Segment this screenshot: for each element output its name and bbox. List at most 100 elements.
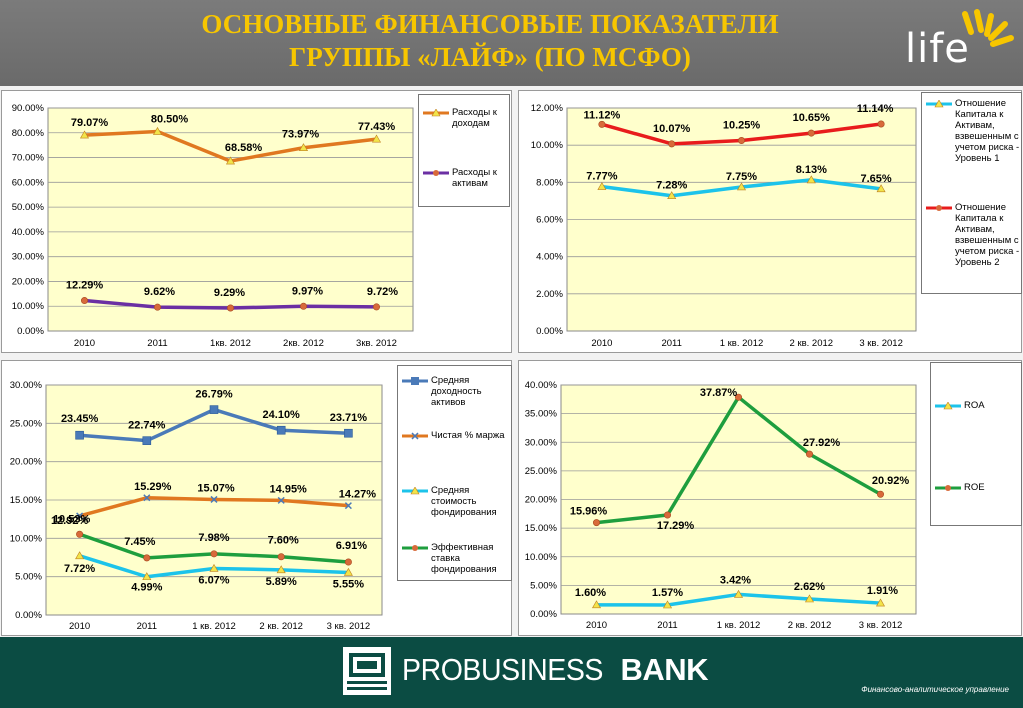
data-label: 14.27% bbox=[339, 489, 377, 501]
data-label: 79.07% bbox=[71, 117, 109, 129]
data-label: 73.97% bbox=[282, 129, 320, 141]
legend-line-cyan-icon bbox=[402, 487, 428, 495]
chart-panel-expenses: 0.00% 10.00% 20.00% 30.00% 40.00% 50.00% 60.00… bbox=[1, 90, 512, 353]
data-point-marker bbox=[807, 129, 815, 137]
legend-label: ROA bbox=[964, 400, 985, 411]
y-tick-label: 10.00% bbox=[531, 140, 564, 151]
y-tick-label: 10.00% bbox=[12, 301, 45, 312]
y-tick-label: 30.00% bbox=[525, 437, 558, 448]
data-label: 23.45% bbox=[61, 413, 99, 425]
y-tick-label: 40.00% bbox=[525, 380, 558, 391]
data-label: 5.89% bbox=[266, 576, 297, 588]
data-point-marker bbox=[805, 450, 813, 458]
x-tick-label: 3кв. 2012 bbox=[356, 338, 397, 349]
x-tick-label: 2кв. 2012 bbox=[283, 338, 324, 349]
data-point-marker bbox=[804, 594, 815, 603]
data-label: 8.13% bbox=[796, 164, 827, 176]
footer bbox=[0, 637, 1023, 708]
x-tick-label: 3 кв. 2012 bbox=[859, 620, 903, 631]
data-point-marker bbox=[276, 565, 286, 574]
y-tick-label: 12.00% bbox=[531, 103, 564, 114]
data-point-marker bbox=[75, 551, 85, 560]
data-point-marker bbox=[277, 553, 285, 561]
y-tick-label: 10.00% bbox=[10, 533, 43, 544]
y-tick-label: 15.00% bbox=[10, 495, 43, 506]
data-point-marker bbox=[210, 495, 218, 503]
x-tick-label: 3 кв. 2012 bbox=[327, 621, 371, 632]
y-tick-label: 90.00% bbox=[12, 103, 45, 114]
data-label: 15.96% bbox=[570, 506, 608, 518]
data-label: 7.60% bbox=[268, 535, 299, 547]
bank-name: PROBUSINESS BANK bbox=[402, 652, 709, 688]
data-label: 7.77% bbox=[586, 171, 617, 183]
x-tick-label: 1 кв. 2012 bbox=[717, 620, 761, 631]
series-group bbox=[76, 530, 352, 566]
data-label: 12.92% bbox=[51, 515, 89, 527]
data-point-marker bbox=[276, 425, 286, 435]
chart-expenses: 0.00% 10.00% 20.00% 30.00% 40.00% 50.00% 60.00… bbox=[12, 103, 414, 349]
y-tick-label: 6.00% bbox=[536, 215, 563, 226]
chart-capital: 0.00% 2.00% 4.00% 6.00% 8.00% 10.00% 12.00% 201… bbox=[531, 103, 917, 349]
data-point-marker bbox=[154, 303, 162, 311]
x-tick-label: 1кв. 2012 bbox=[210, 338, 251, 349]
probusiness-bank-logo-icon bbox=[343, 647, 391, 695]
data-point-marker bbox=[667, 191, 677, 200]
data-label: 4.99% bbox=[131, 582, 162, 594]
series-group bbox=[81, 297, 380, 312]
series-group bbox=[591, 589, 886, 609]
data-point-marker bbox=[142, 436, 152, 445]
data-point-marker bbox=[76, 512, 84, 520]
legend-line-orange-icon bbox=[423, 109, 449, 117]
data-point-marker bbox=[343, 567, 353, 576]
x-tick-label: 2011 bbox=[661, 338, 681, 349]
y-tick-label: 4.00% bbox=[536, 252, 563, 263]
data-label: 3.42% bbox=[720, 574, 751, 586]
y-tick-label: 70.00% bbox=[12, 153, 45, 164]
data-point-marker bbox=[344, 428, 353, 438]
data-label: 10.65% bbox=[793, 112, 831, 124]
y-tick-label: 5.00% bbox=[15, 572, 42, 583]
data-label: 7.75% bbox=[726, 171, 757, 183]
sun-rays-icon bbox=[962, 9, 1014, 47]
data-point-marker bbox=[152, 126, 163, 135]
y-tick-label: 10.00% bbox=[525, 552, 558, 563]
data-label: 23.71% bbox=[330, 412, 368, 424]
data-point-marker bbox=[210, 550, 218, 558]
life-logo: life bbox=[903, 8, 1018, 80]
header: ОСНОВНЫЕ ФИНАНСОВЫЕ ПОКАЗАТЕЛИ ГРУППЫ «Л… bbox=[0, 0, 1023, 86]
data-point-marker bbox=[372, 303, 380, 311]
data-point-marker bbox=[733, 589, 744, 598]
data-point-marker bbox=[79, 130, 90, 139]
y-tick-label: 80.00% bbox=[12, 128, 45, 139]
legend-expenses: Расходы к доходам Расходы к активам bbox=[418, 94, 510, 207]
x-tick-label: 2010 bbox=[74, 338, 95, 349]
data-point-marker bbox=[76, 530, 84, 538]
y-tick-label: 8.00% bbox=[536, 177, 563, 188]
data-label: 9.62% bbox=[144, 286, 175, 298]
series-group bbox=[76, 494, 352, 520]
series-group bbox=[597, 175, 886, 200]
data-point-marker bbox=[598, 120, 606, 128]
legend-label: Расходы к доходам bbox=[452, 107, 497, 129]
x-tick-label: 2010 bbox=[591, 338, 612, 349]
legend-label: Чистая % маржа bbox=[431, 430, 505, 441]
x-tick-label: 1 кв. 2012 bbox=[192, 621, 236, 632]
legend-label: Средняя стоимость фондирования bbox=[431, 485, 497, 518]
data-point-marker bbox=[662, 600, 673, 609]
y-tick-label: 0.00% bbox=[536, 326, 563, 337]
data-label: 27.92% bbox=[803, 437, 841, 449]
data-label: 68.58% bbox=[225, 142, 263, 154]
data-point-marker bbox=[209, 405, 219, 414]
data-label: 7.28% bbox=[656, 180, 687, 192]
data-label: 10.53% bbox=[53, 513, 91, 525]
legend-label: Средняя доходность активов bbox=[431, 375, 482, 408]
data-label: 10.25% bbox=[723, 120, 761, 132]
legend-label: ROE bbox=[964, 482, 985, 493]
data-point-marker bbox=[75, 430, 84, 440]
y-tick-label: 60.00% bbox=[12, 177, 45, 188]
legend-capital: Отношение Капитала к Активам, взвешенным… bbox=[921, 92, 1022, 294]
legend-yields: Средняя доходность активов Чистая % марж… bbox=[397, 365, 512, 581]
y-tick-label: 0.00% bbox=[17, 326, 44, 337]
x-tick-label: 2011 bbox=[137, 621, 157, 632]
data-point-marker bbox=[143, 554, 151, 562]
